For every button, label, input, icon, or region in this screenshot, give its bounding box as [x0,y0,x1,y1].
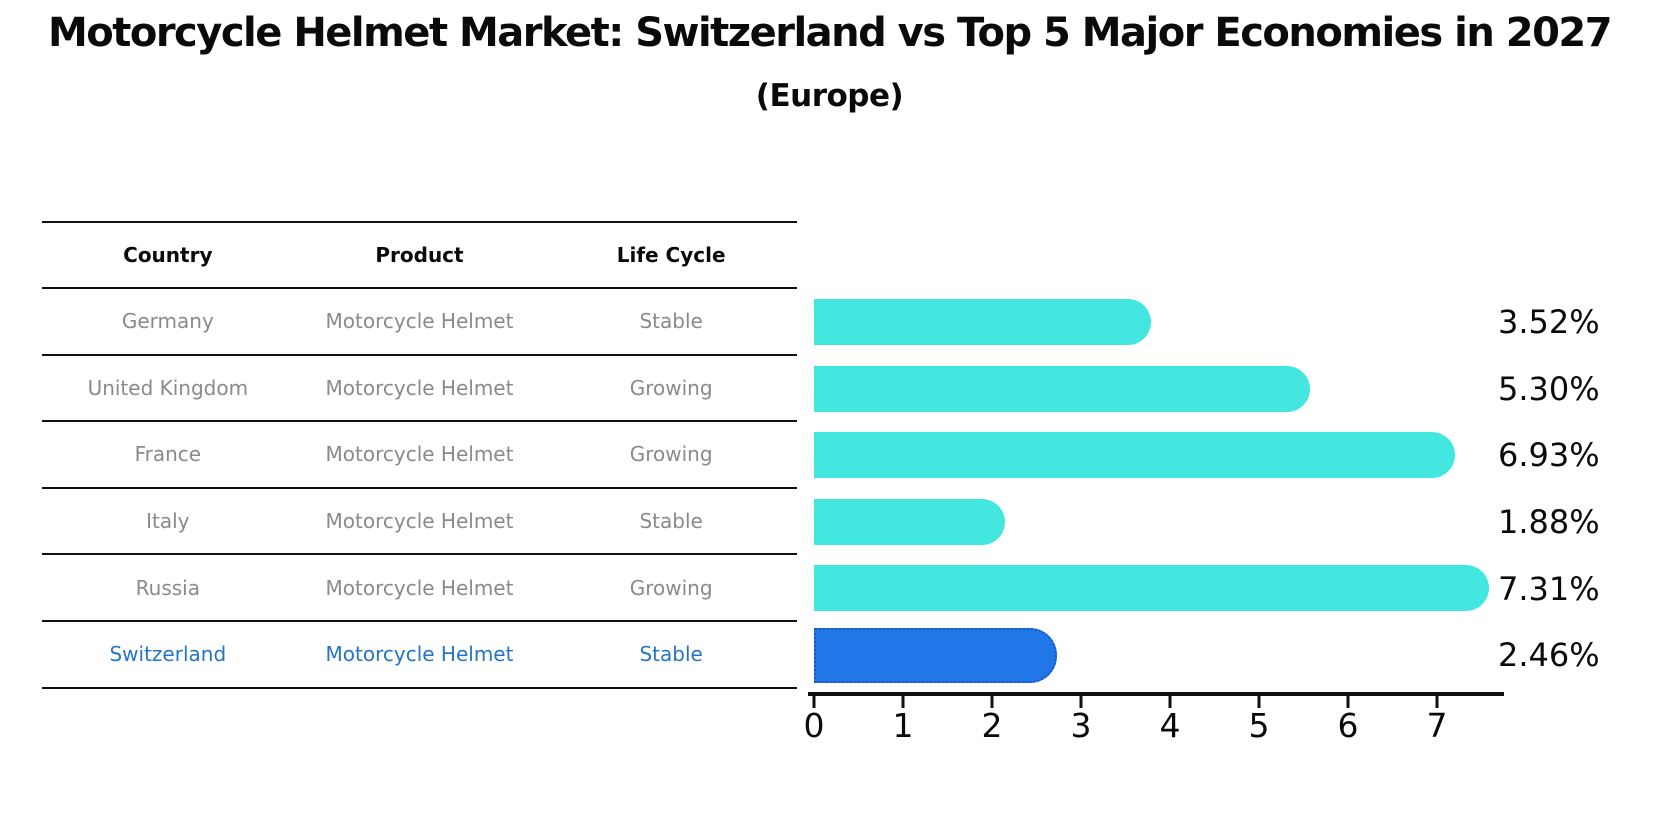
value-label-switzerland: 2.46% [1498,636,1600,675]
table-header-row: Country Product Life Cycle [42,223,797,289]
value-label-france: 6.93% [1498,436,1600,475]
bar-united-kingdom [814,365,1310,412]
cell-life-cycle: Stable [639,309,703,334]
bar-germany [814,299,1152,345]
bar-chart-area: 3.52% 5.30% 6.93% 1.88% 7.31% 2.46% [814,289,1659,689]
x-tick-label: 3 [1070,706,1092,745]
x-tick-label: 1 [892,706,914,745]
cell-product: Motorcycle Helmet [325,309,514,334]
bar-row-russia: 7.31% [814,555,1659,622]
x-tick-mark [1079,696,1083,708]
cell-country: France [134,442,202,467]
x-tick-mark [1346,696,1350,708]
bar-row-italy: 1.88% [814,489,1659,556]
value-label-germany: 3.52% [1498,303,1600,342]
x-tick-label: 0 [803,706,825,745]
cell-life-cycle: Growing [629,442,713,467]
cell-country: Switzerland [109,642,227,667]
table-row-france: France Motorcycle Helmet Growing [42,422,797,489]
cell-country: Italy [146,509,190,534]
bar-row-france: 6.93% [814,422,1659,489]
table-row-switzerland: Switzerland Motorcycle Helmet Stable [42,622,797,689]
bar-italy [814,498,1006,545]
chart-title: Motorcycle Helmet Market: Switzerland vs… [47,10,1613,56]
bar-switzerland-highlighted [814,627,1057,683]
x-axis-line [808,692,1504,696]
column-header-country: Country [123,243,213,267]
value-label-italy: 1.88% [1498,503,1600,542]
cell-life-cycle: Stable [639,642,703,667]
table-row-italy: Italy Motorcycle Helmet Stable [42,489,797,556]
x-tick-mark [1257,696,1261,708]
country-table: Country Product Life Cycle Germany Motor… [42,221,797,689]
table-row-russia: Russia Motorcycle Helmet Growing [42,555,797,622]
bar-russia [814,565,1489,612]
cell-country: Germany [121,309,214,334]
table-row-germany: Germany Motorcycle Helmet Stable [42,289,797,356]
x-tick-mark [1435,696,1439,708]
value-label-russia: 7.31% [1498,569,1600,608]
bar-france [814,432,1455,479]
column-header-product: Product [375,243,464,267]
x-tick-label: 4 [1159,706,1181,745]
cell-life-cycle: Stable [639,509,703,534]
cell-life-cycle: Growing [629,375,713,400]
chart-subtitle: (Europe) [755,78,904,114]
cell-product: Motorcycle Helmet [325,442,514,467]
x-tick-label: 2 [981,706,1003,745]
cell-product: Motorcycle Helmet [325,509,514,534]
cell-country: Russia [135,575,200,600]
bar-row-united-kingdom: 5.30% [814,356,1659,423]
cell-product: Motorcycle Helmet [325,642,514,667]
x-tick-mark [1168,696,1172,708]
cell-product: Motorcycle Helmet [325,575,514,600]
x-tick-mark [990,696,994,708]
x-tick-label: 6 [1337,706,1359,745]
bar-row-germany: 3.52% [814,289,1659,356]
cell-product: Motorcycle Helmet [325,375,514,400]
x-tick-mark [812,696,816,708]
x-tick-mark [901,696,905,708]
table-row-united-kingdom: United Kingdom Motorcycle Helmet Growing [42,356,797,423]
x-tick-label: 5 [1248,706,1270,745]
cell-country: United Kingdom [87,375,249,400]
x-tick-label: 7 [1426,706,1448,745]
cell-life-cycle: Growing [629,575,713,600]
value-label-united-kingdom: 5.30% [1498,369,1600,408]
column-header-life-cycle: Life Cycle [616,243,726,267]
bar-row-switzerland: 2.46% [814,622,1659,689]
